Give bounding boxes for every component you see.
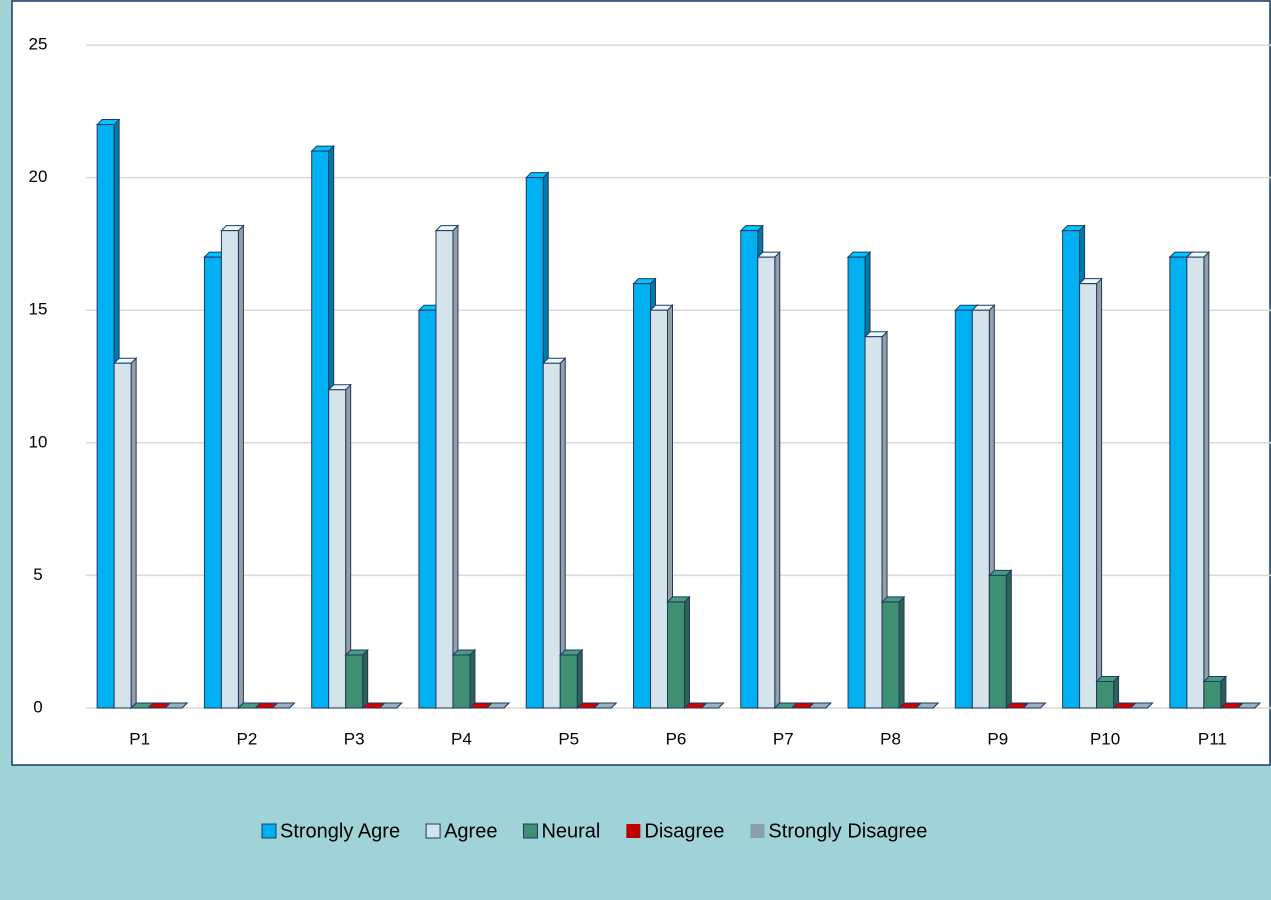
y-tick-label: 10 [29,432,48,451]
x-tick-label: P2 [237,729,258,748]
legend-label: Strongly Disagree [768,820,927,842]
bar [1186,256,1205,709]
bar-top [1236,702,1262,709]
bar [311,150,330,709]
legend-swatch [626,824,641,838]
bar [988,574,1007,709]
x-tick-label: P3 [344,729,365,748]
legend-label: Disagree [644,820,724,842]
x-tick-label: P11 [1198,729,1227,748]
x-tick-label: P1 [129,729,150,748]
x-tick-label: P6 [666,729,687,748]
bar-top [807,702,832,709]
bar-side [1005,569,1012,710]
bar [452,654,471,709]
bar-side [452,224,459,710]
bar [203,256,222,709]
bar-side [774,250,781,710]
legend-swatch [261,823,277,839]
bar-top [485,702,511,709]
legend: Strongly Agre Agree Neural Disagree Strongly… [261,820,927,842]
bar [220,230,239,709]
x-tick-label: P7 [773,729,794,748]
bar [113,362,132,709]
bar-side [576,648,583,710]
x-tick-label: P5 [558,729,579,748]
bar [740,230,759,709]
bar [971,309,990,709]
bar-side [898,595,905,710]
bar-side [362,648,369,710]
bar [881,601,900,709]
y-tick-label: 5 [33,565,42,584]
bar [864,336,883,709]
bar-top [593,702,618,709]
x-tick-label: P9 [987,729,1008,748]
bar-top [271,702,296,709]
bar-side [684,595,690,710]
bar-top [1129,702,1154,709]
bar [847,256,866,709]
y-tick-label: 0 [33,697,42,716]
bar-top [1022,702,1047,709]
bar-top [163,702,189,709]
bar-side [1203,250,1210,710]
bar-top [914,702,940,709]
legend-swatch [425,823,441,839]
bar-side [1096,277,1103,710]
bar [667,601,685,709]
bar [435,230,454,709]
bar [954,309,973,709]
x-tick-label: P10 [1090,729,1120,748]
x-tick-label: P8 [880,729,901,748]
legend-label: Strongly Agre [280,820,400,842]
bar [542,362,561,709]
bar [559,654,578,709]
bar [1203,680,1222,709]
bar [328,389,347,709]
bar [525,177,544,709]
legend-swatch [750,824,765,838]
bar-top [700,702,725,709]
bar [96,124,115,709]
bar [757,256,776,709]
legend-label: Agree [444,820,497,842]
bar-side [469,648,476,710]
bar-top [378,702,403,709]
bar [418,309,437,709]
bar [345,654,364,709]
y-tick-label: 20 [29,167,48,186]
legend-label: Neural [541,820,600,842]
bar-side [237,224,244,710]
bar [1079,283,1098,709]
bar [1096,680,1115,709]
bar [650,309,668,709]
bar [633,283,651,709]
legend-swatch [522,823,538,839]
bar [1169,256,1188,709]
y-tick-label: 25 [29,34,48,53]
x-tick-label: P4 [451,729,472,748]
bar-side [130,357,137,710]
y-tick-label: 15 [29,300,48,319]
bar [1062,230,1081,709]
